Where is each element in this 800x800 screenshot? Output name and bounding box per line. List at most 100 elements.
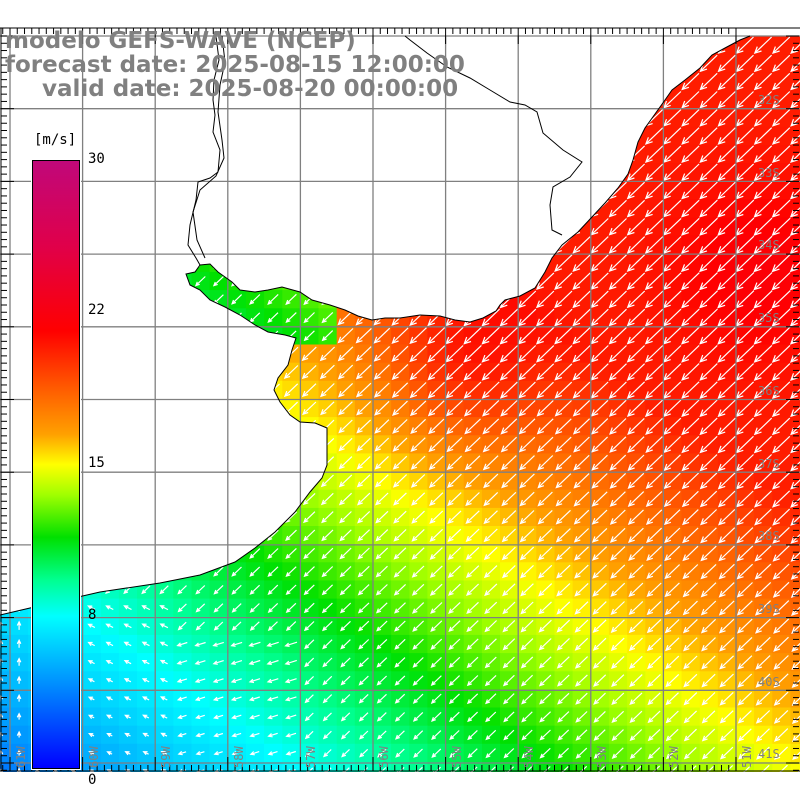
wind-speed-cell <box>118 217 138 237</box>
wind-arrow <box>608 127 627 145</box>
wind-arrow <box>87 696 95 701</box>
wind-arrow <box>445 272 464 291</box>
wind-arrow <box>211 365 226 379</box>
wind-arrow <box>663 91 682 109</box>
wind-arrow <box>103 130 116 142</box>
wind-speed-cell <box>790 743 800 763</box>
wind-arrow <box>340 730 351 740</box>
wind-speed-cell <box>354 126 374 146</box>
wind-arrow <box>14 222 24 232</box>
wind-arrow <box>539 747 551 759</box>
wind-speed-cell <box>0 90 11 110</box>
wind-arrow <box>321 566 334 578</box>
wind-arrow <box>717 472 736 490</box>
wind-arrow <box>717 235 737 255</box>
wind-arrow <box>445 290 464 309</box>
wind-speed-cell <box>10 199 29 218</box>
wind-speed-cell <box>318 163 338 182</box>
wind-speed-cell <box>790 380 800 400</box>
wind-arrow <box>16 749 22 756</box>
wind-arrow <box>501 565 516 579</box>
wind-arrow <box>266 165 280 179</box>
wind-speed-cell <box>336 181 356 200</box>
wind-speed-cell <box>572 36 592 55</box>
wind-arrow <box>338 419 353 434</box>
wind-speed-cell <box>0 634 11 654</box>
wind-speed-cell <box>264 507 283 527</box>
wind-arrow <box>410 418 427 435</box>
wind-arrow <box>372 218 391 236</box>
wind-arrow <box>104 475 115 487</box>
wind-arrow <box>718 527 736 544</box>
wind-arrow <box>608 399 627 417</box>
wind-arrow <box>517 72 537 91</box>
wind-speed-cell <box>191 453 211 473</box>
wind-arrow <box>538 638 552 651</box>
wind-arrow <box>67 112 80 124</box>
wind-speed-cell <box>0 653 11 672</box>
wind-arrow <box>772 581 790 598</box>
wind-speed-cell <box>282 453 301 473</box>
wind-arrow <box>391 345 409 363</box>
wind-arrow <box>681 163 700 182</box>
wind-arrow <box>737 710 752 724</box>
wind-arrow <box>320 147 335 161</box>
wind-arrow <box>499 363 518 381</box>
wind-arrow <box>375 529 389 542</box>
wind-arrow <box>355 327 372 344</box>
wind-arrow <box>465 565 480 579</box>
wind-speed-cell <box>0 743 11 763</box>
wind-arrow <box>536 400 554 417</box>
wind-speed-cell <box>481 235 501 255</box>
wind-speed-cell <box>137 308 156 327</box>
wind-speed-cell <box>118 235 138 255</box>
wind-speed-cell <box>427 217 447 237</box>
wind-speed-cell <box>790 235 800 255</box>
wind-arrow <box>31 112 43 124</box>
wind-arrow <box>735 91 754 109</box>
wind-arrow <box>337 273 354 290</box>
wind-speed-cell <box>0 489 11 509</box>
wind-arrow <box>753 235 773 255</box>
wind-arrow <box>105 623 114 629</box>
wind-arrow <box>88 732 95 738</box>
wind-arrow <box>627 436 645 453</box>
wind-arrow <box>518 418 536 435</box>
wind-speed-cell <box>264 435 283 454</box>
wind-arrow <box>554 326 573 345</box>
wind-speed-cell <box>245 181 265 200</box>
wind-speed-cell <box>155 126 174 146</box>
wind-arrow <box>412 693 424 704</box>
wind-arrow <box>647 747 661 760</box>
wind-speed-cell <box>427 271 447 291</box>
wind-speed-cell <box>554 163 574 182</box>
wind-arrow <box>231 584 242 595</box>
wind-arrow <box>681 290 700 309</box>
wind-arrow <box>535 91 555 109</box>
wind-speed-cell <box>118 253 138 273</box>
wind-speed-cell <box>245 126 265 146</box>
wind-speed-cell <box>481 271 501 291</box>
wind-arrow <box>358 639 370 650</box>
wind-arrow <box>626 308 646 327</box>
wind-arrow <box>87 660 95 665</box>
wind-arrow <box>445 363 464 381</box>
wind-speed-cell <box>82 489 102 509</box>
wind-arrow <box>463 290 482 309</box>
wind-speed-cell <box>790 217 800 237</box>
wind-arrow <box>466 601 479 615</box>
wind-arrow <box>626 91 646 109</box>
wind-speed-cell <box>118 399 138 418</box>
wind-arrow <box>375 602 388 614</box>
wind-arrow <box>611 655 625 669</box>
wind-arrow <box>390 109 410 127</box>
wind-arrow <box>284 493 298 506</box>
wind-arrow <box>322 657 333 668</box>
wind-arrow <box>374 474 389 488</box>
wind-arrow <box>213 621 224 631</box>
wind-speed-cell <box>391 144 410 164</box>
wind-speed-cell <box>245 344 265 364</box>
wind-arrow <box>682 509 699 526</box>
wind-speed-cell <box>373 181 392 200</box>
wind-speed-cell <box>554 217 574 237</box>
